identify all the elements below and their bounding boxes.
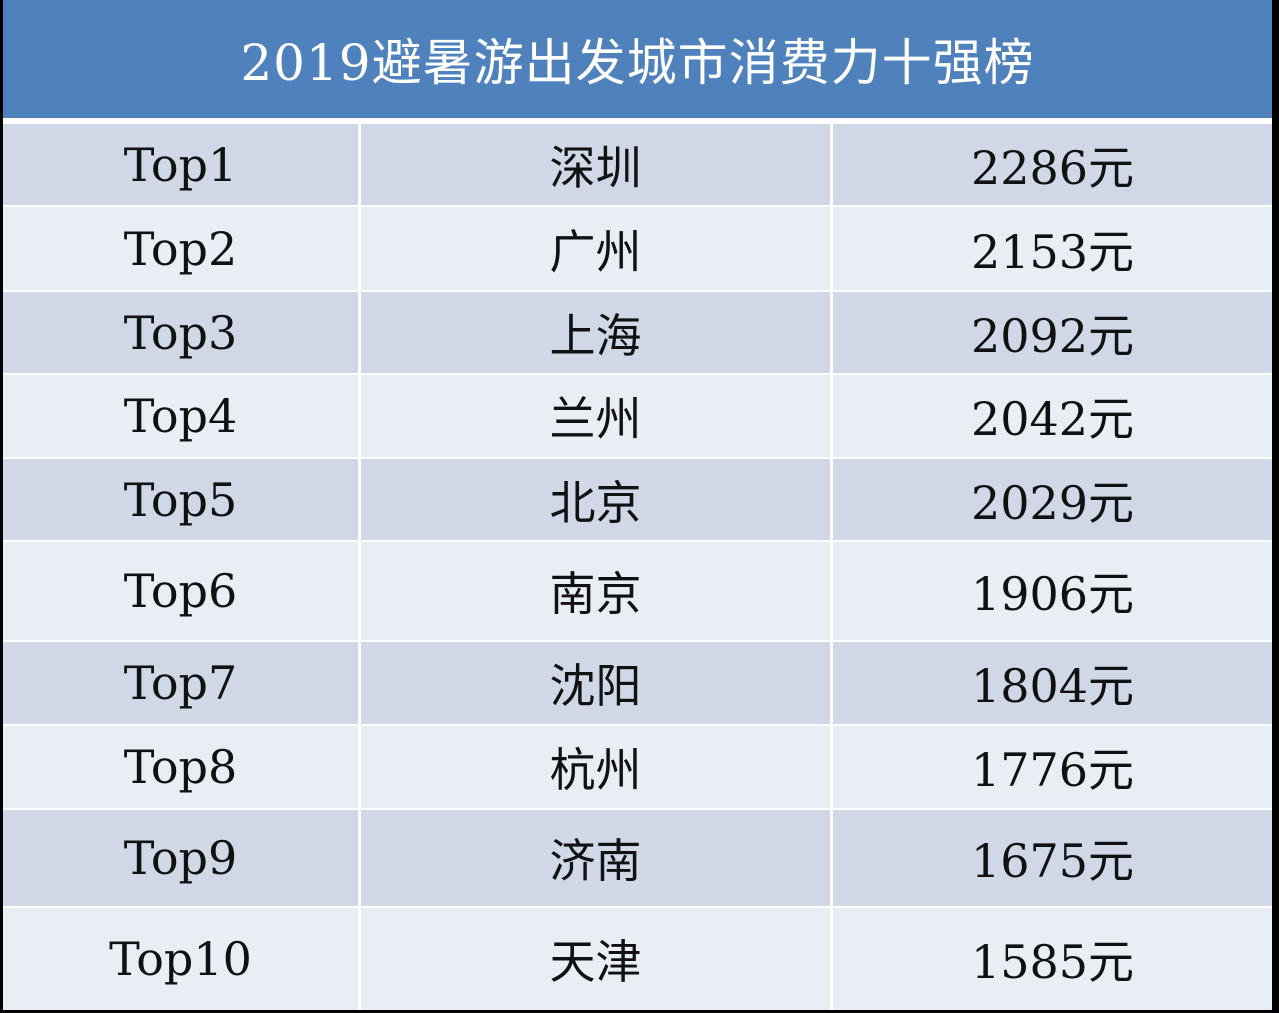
table-row: Top8 杭州 1776元 [3, 726, 1272, 808]
rank-cell: Top4 [3, 375, 358, 457]
table-row: Top4 兰州 2042元 [3, 375, 1272, 457]
rank-cell: Top1 [3, 124, 358, 205]
amount-cell: 1585元 [833, 908, 1272, 1010]
rank-cell: Top5 [3, 459, 358, 540]
city-cell: 杭州 [361, 726, 830, 808]
city-cell: 北京 [361, 459, 830, 540]
table-title: 2019避暑游出发城市消费力十强榜 [3, 0, 1272, 118]
city-cell: 天津 [361, 908, 830, 1010]
city-cell: 上海 [361, 292, 830, 373]
amount-cell: 2029元 [833, 459, 1272, 540]
amount-cell: 2153元 [833, 207, 1272, 290]
city-cell: 兰州 [361, 375, 830, 457]
city-cell: 深圳 [361, 124, 830, 205]
amount-cell: 2286元 [833, 124, 1272, 205]
rank-cell: Top6 [3, 542, 358, 640]
table-row: Top2 广州 2153元 [3, 207, 1272, 290]
rank-cell: Top8 [3, 726, 358, 808]
amount-cell: 1906元 [833, 542, 1272, 640]
amount-cell: 2042元 [833, 375, 1272, 457]
rank-cell: Top10 [3, 908, 358, 1010]
city-cell: 沈阳 [361, 642, 830, 724]
table-row: Top7 沈阳 1804元 [3, 642, 1272, 724]
table-row: Top9 济南 1675元 [3, 810, 1272, 906]
rank-cell: Top7 [3, 642, 358, 724]
table-row: Top3 上海 2092元 [3, 292, 1272, 373]
city-cell: 广州 [361, 207, 830, 290]
amount-cell: 2092元 [833, 292, 1272, 373]
table-row: Top10 天津 1585元 [3, 908, 1272, 1010]
rank-cell: Top9 [3, 810, 358, 906]
amount-cell: 1804元 [833, 642, 1272, 724]
table-row: Top5 北京 2029元 [3, 459, 1272, 540]
rank-cell: Top2 [3, 207, 358, 290]
table-row: Top6 南京 1906元 [3, 542, 1272, 640]
rank-cell: Top3 [3, 292, 358, 373]
amount-cell: 1776元 [833, 726, 1272, 808]
city-cell: 南京 [361, 542, 830, 640]
city-cell: 济南 [361, 810, 830, 906]
table-row: Top1 深圳 2286元 [3, 124, 1272, 205]
ranking-table: 2019避暑游出发城市消费力十强榜 Top1 深圳 2286元 Top2 广州 2153元… [3, 0, 1272, 1010]
amount-cell: 1675元 [833, 810, 1272, 906]
